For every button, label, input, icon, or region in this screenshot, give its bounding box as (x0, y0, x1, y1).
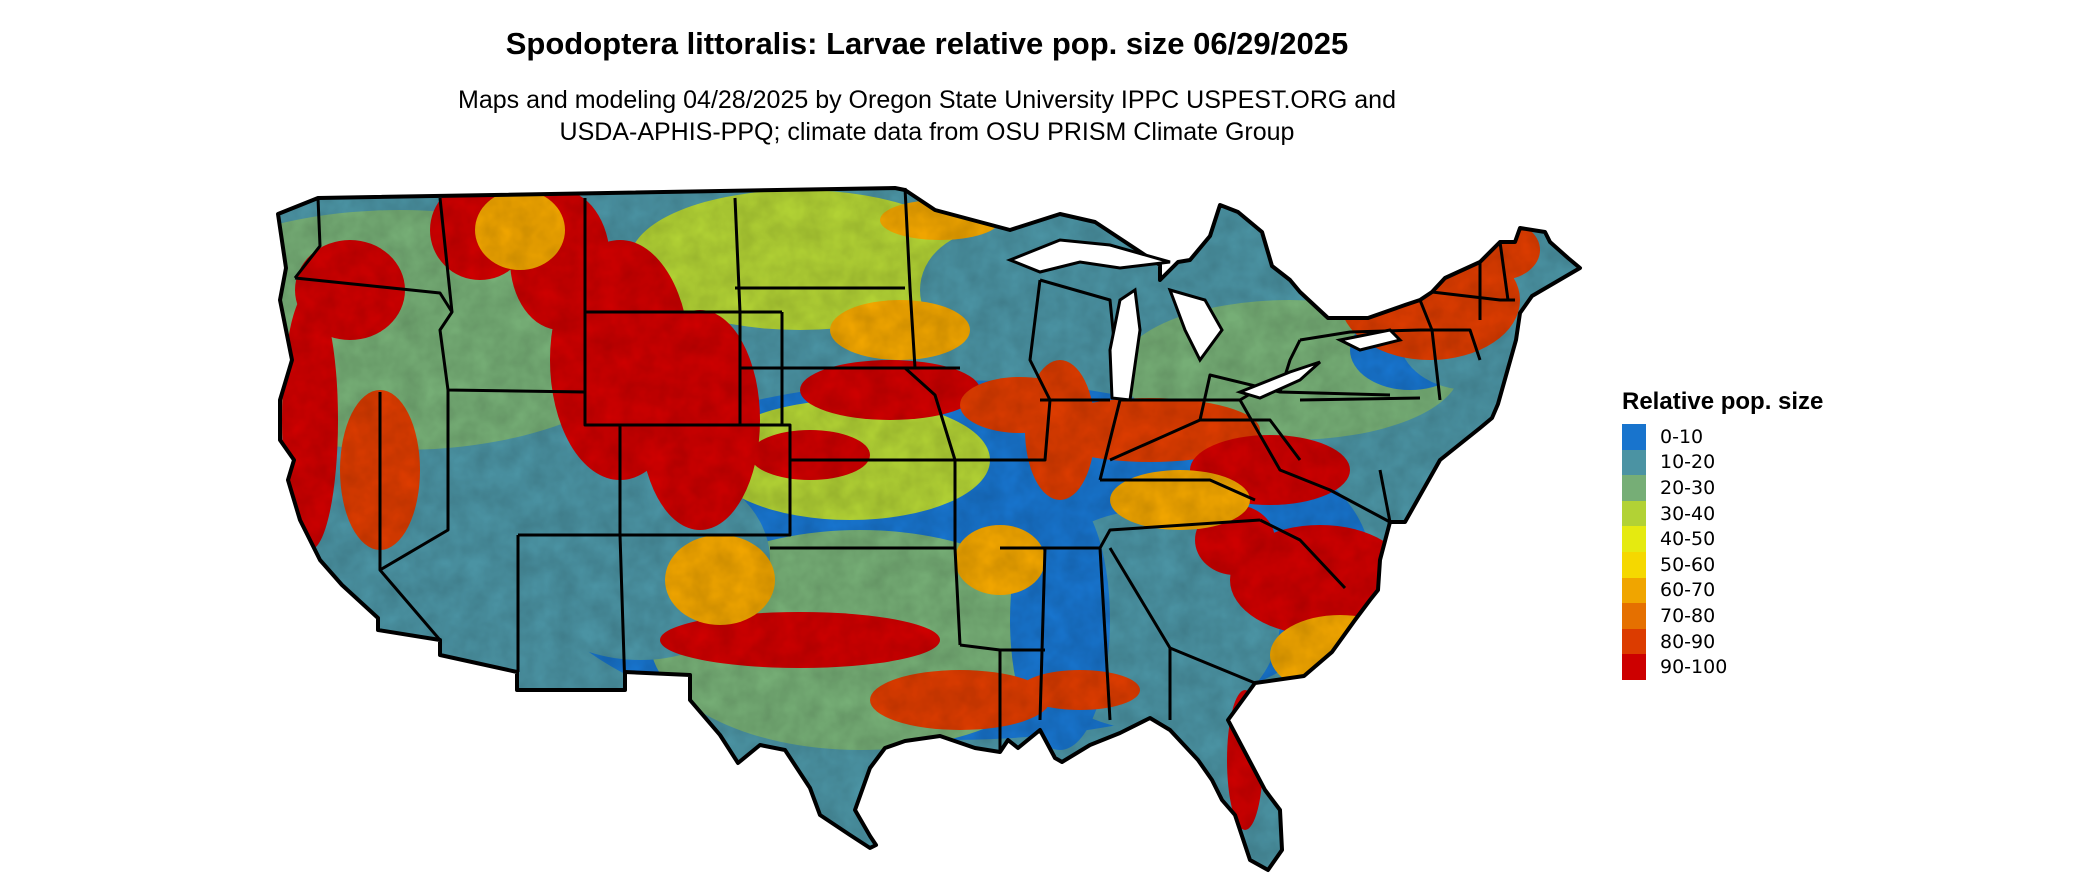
legend-items: 0-10 10-20 20-30 30-40 40-50 50-60 60-70 70-80 8… (1622, 424, 1823, 680)
lake-erie (1235, 360, 1322, 400)
population-zone (1367, 258, 1423, 302)
subtitle-line-2: USDA-APHIS-PPQ; climate data from OSU PR… (559, 118, 1295, 146)
map-title: Spodoptera littoralis: Larvae relative p… (505, 26, 1349, 61)
legend-label: 70-80 (1660, 604, 1716, 627)
legend-item: 90-100 (1622, 654, 1823, 680)
lake-michigan (1108, 287, 1142, 402)
legend-swatch (1622, 500, 1646, 527)
legend-label: 80-90 (1660, 630, 1716, 653)
legend-item: 50-60 (1622, 551, 1823, 578)
lake-ontario (1335, 328, 1403, 352)
lake-huron (1167, 287, 1224, 363)
legend-swatch (1622, 424, 1646, 450)
legend-swatch (1622, 526, 1646, 552)
legend-item: 60-70 (1622, 577, 1823, 604)
legend-label: 60-70 (1660, 579, 1716, 602)
legend-swatch (1622, 577, 1646, 604)
legend: Relative pop. size 0-10 10-20 20-30 30-40 40… (1622, 388, 1823, 680)
map-subtitle: Maps and modeling 04/28/2025 by Oregon S… (0, 84, 1854, 148)
us-outline-stroke (276, 186, 1582, 872)
legend-label: 30-40 (1660, 502, 1716, 525)
legend-item: 40-50 (1622, 526, 1823, 552)
legend-item: 0-10 (1622, 424, 1823, 450)
legend-item: 70-80 (1622, 603, 1823, 629)
subtitle-line-1: Maps and modeling 04/28/2025 by Oregon S… (458, 86, 1396, 114)
legend-title: Relative pop. size (1622, 388, 1824, 415)
legend-item: 30-40 (1622, 500, 1823, 527)
legend-item: 20-30 (1622, 475, 1823, 501)
legend-label: 40-50 (1660, 528, 1716, 551)
legend-item: 10-20 (1622, 449, 1823, 476)
legend-label: 0-10 (1660, 425, 1704, 448)
legend-swatch (1622, 551, 1646, 578)
legend-label: 90-100 (1660, 656, 1728, 679)
legend-label: 50-60 (1660, 553, 1716, 576)
legend-item: 80-90 (1622, 628, 1823, 655)
legend-swatch (1622, 475, 1646, 501)
lake-superior (1005, 238, 1171, 274)
great-lakes (1005, 238, 1403, 402)
legend-swatch (1622, 654, 1646, 680)
legend-label: 10-20 (1660, 451, 1716, 474)
legend-label: 20-30 (1660, 476, 1716, 499)
legend-swatch (1622, 628, 1646, 655)
legend-swatch (1622, 603, 1646, 629)
legend-swatch (1622, 449, 1646, 476)
